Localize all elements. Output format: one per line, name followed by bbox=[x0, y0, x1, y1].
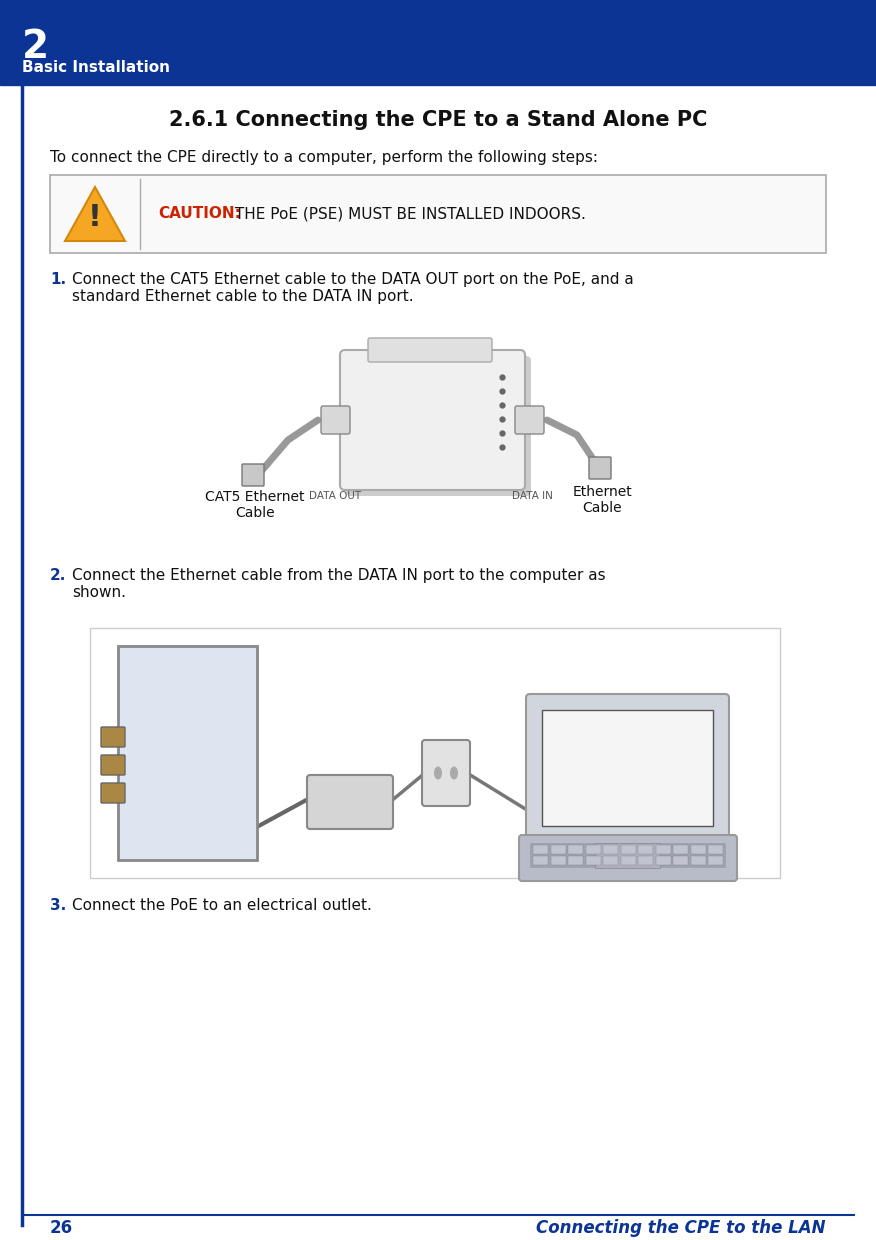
Bar bbox=[568, 844, 583, 854]
Bar bbox=[550, 856, 566, 866]
Bar bbox=[533, 856, 548, 866]
Text: Basic Installation: Basic Installation bbox=[22, 60, 170, 74]
FancyBboxPatch shape bbox=[368, 339, 492, 362]
Bar bbox=[638, 844, 653, 854]
FancyBboxPatch shape bbox=[519, 835, 737, 880]
Text: 1.: 1. bbox=[50, 272, 66, 286]
Bar bbox=[620, 844, 635, 854]
Text: THE PoE (PSE) MUST BE INSTALLED INDOORS.: THE PoE (PSE) MUST BE INSTALLED INDOORS. bbox=[230, 207, 586, 222]
Text: To connect the CPE directly to a computer, perform the following steps:: To connect the CPE directly to a compute… bbox=[50, 150, 598, 165]
Text: CAUTION:: CAUTION: bbox=[158, 207, 241, 222]
Bar bbox=[90, 627, 780, 878]
Polygon shape bbox=[65, 187, 125, 241]
Bar bbox=[655, 856, 670, 866]
FancyBboxPatch shape bbox=[589, 458, 611, 479]
FancyBboxPatch shape bbox=[422, 740, 470, 806]
FancyBboxPatch shape bbox=[307, 775, 393, 830]
Bar bbox=[585, 844, 601, 854]
Text: DATA OUT: DATA OUT bbox=[309, 491, 361, 501]
Bar bbox=[708, 844, 723, 854]
Bar bbox=[542, 711, 713, 826]
Text: Connect the Ethernet cable from the DATA IN port to the computer as
shown.: Connect the Ethernet cable from the DATA… bbox=[72, 568, 605, 600]
Bar bbox=[595, 843, 660, 868]
FancyBboxPatch shape bbox=[118, 646, 257, 861]
Text: DATA IN: DATA IN bbox=[512, 491, 553, 501]
Bar bbox=[0, 0, 876, 86]
Text: 2.: 2. bbox=[50, 568, 67, 583]
FancyBboxPatch shape bbox=[242, 464, 264, 486]
Bar bbox=[568, 856, 583, 866]
Bar bbox=[638, 856, 653, 866]
Text: 3.: 3. bbox=[50, 898, 67, 913]
Bar bbox=[673, 856, 688, 866]
Bar bbox=[655, 844, 670, 854]
Bar bbox=[603, 844, 618, 854]
Text: !: ! bbox=[88, 203, 102, 233]
FancyBboxPatch shape bbox=[526, 694, 729, 842]
Text: Connecting the CPE to the LAN: Connecting the CPE to the LAN bbox=[536, 1219, 826, 1238]
Text: Connect the PoE to an electrical outlet.: Connect the PoE to an electrical outlet. bbox=[72, 898, 372, 913]
Text: CAT5 Ethernet
Cable: CAT5 Ethernet Cable bbox=[205, 490, 305, 521]
Bar bbox=[530, 843, 726, 868]
Ellipse shape bbox=[434, 766, 442, 780]
FancyBboxPatch shape bbox=[340, 350, 525, 490]
Bar bbox=[550, 844, 566, 854]
Text: 2.6.1 Connecting the CPE to a Stand Alone PC: 2.6.1 Connecting the CPE to a Stand Alon… bbox=[169, 110, 707, 130]
Text: Connect the CAT5 Ethernet cable to the DATA OUT port on the PoE, and a
standard : Connect the CAT5 Ethernet cable to the D… bbox=[72, 272, 633, 304]
Text: 26: 26 bbox=[50, 1219, 73, 1238]
Bar bbox=[690, 844, 705, 854]
Bar bbox=[708, 856, 723, 866]
FancyBboxPatch shape bbox=[101, 727, 125, 746]
Bar bbox=[690, 856, 705, 866]
Bar bbox=[620, 856, 635, 866]
Text: 2: 2 bbox=[22, 29, 49, 66]
Bar bbox=[50, 175, 826, 253]
FancyBboxPatch shape bbox=[101, 782, 125, 804]
FancyBboxPatch shape bbox=[346, 356, 531, 496]
FancyBboxPatch shape bbox=[101, 755, 125, 775]
Bar bbox=[673, 844, 688, 854]
FancyBboxPatch shape bbox=[515, 405, 544, 434]
Ellipse shape bbox=[450, 766, 458, 780]
FancyBboxPatch shape bbox=[321, 405, 350, 434]
Text: Ethernet
Cable: Ethernet Cable bbox=[572, 485, 632, 515]
Bar bbox=[585, 856, 601, 866]
Bar bbox=[533, 844, 548, 854]
Bar bbox=[603, 856, 618, 866]
